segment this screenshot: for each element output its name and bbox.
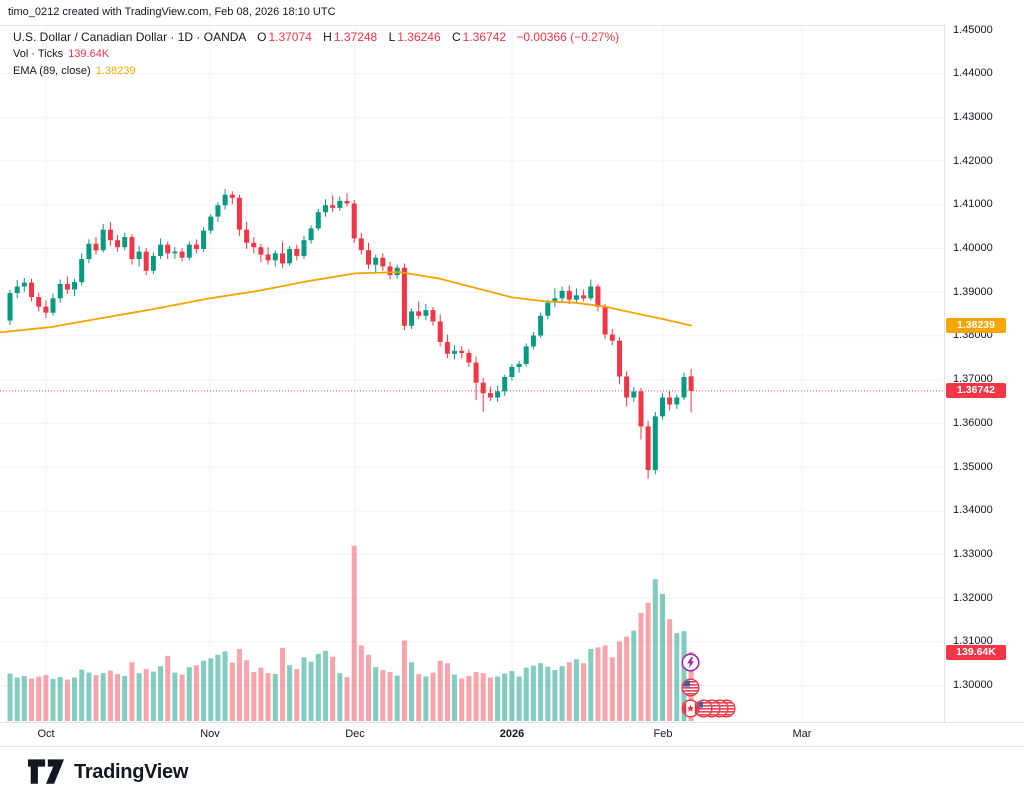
price-tick: 1.41000 <box>953 198 993 211</box>
time-axis-label: Feb <box>653 728 673 740</box>
price-tick: 1.33000 <box>953 547 993 560</box>
close-value: 1.36742 <box>462 30 507 44</box>
price-tick: 1.43000 <box>953 110 993 123</box>
low-label: L <box>388 30 396 44</box>
ema-price-label: 1.38239 <box>946 317 1006 333</box>
change-value: −0.00366 (−0.27%) <box>516 30 620 44</box>
attribution-text: timo_0212 created with TradingView.com, … <box>8 6 336 18</box>
tradingview-logo[interactable]: TradingView <box>28 758 188 786</box>
event-icon-flag-ca[interactable] <box>680 698 700 718</box>
price-tick: 1.31000 <box>953 635 993 648</box>
price-tick: 1.34000 <box>953 504 993 517</box>
event-icon-flag-us[interactable] <box>693 698 713 718</box>
price-tick: 1.37000 <box>953 373 993 386</box>
legend-volume-row[interactable]: Vol · Ticks 139.64K <box>13 49 619 60</box>
high-value: 1.37248 <box>333 30 378 44</box>
time-axis-label: Nov <box>200 728 220 740</box>
price-tick: 1.45000 <box>953 23 993 36</box>
price-tick: 1.42000 <box>953 154 993 167</box>
price-tick: 1.36000 <box>953 416 993 429</box>
price-tick: 1.32000 <box>953 591 993 604</box>
volume-value: 139.64K <box>68 48 110 60</box>
symbol-title: U.S. Dollar / Canadian Dollar · 1D · OAN… <box>13 30 246 44</box>
low-value: 1.36246 <box>397 30 441 44</box>
event-icon-lightning[interactable] <box>680 652 700 672</box>
footer: TradingView <box>0 746 1024 796</box>
chart-pane[interactable]: U.S. Dollar / Canadian Dollar · 1D · OAN… <box>0 0 944 722</box>
time-axis-label: Mar <box>792 728 812 740</box>
last-price-label: 1.36742 <box>946 383 1006 399</box>
price-axis[interactable]: 1.30000 1.31000 1.32000 1.33000 1.34000 1.350… <box>944 23 1024 722</box>
time-axis-label: Oct <box>37 728 55 740</box>
chart-canvas[interactable] <box>0 0 944 722</box>
legend-symbol-row[interactable]: U.S. Dollar / Canadian Dollar · 1D · OAN… <box>13 31 619 43</box>
tradingview-logo-text: TradingView <box>74 760 189 783</box>
price-tick: 1.30000 <box>953 679 993 691</box>
legend: U.S. Dollar / Canadian Dollar · 1D · OAN… <box>13 31 619 83</box>
open-value: 1.37074 <box>268 30 312 44</box>
price-tick: 1.40000 <box>953 242 993 254</box>
event-icon-flag-us[interactable] <box>680 677 700 697</box>
ema-label: EMA (89, close) <box>13 65 91 77</box>
volume-label: Vol · Ticks <box>13 48 64 60</box>
tradingview-logo-mark <box>28 759 64 784</box>
legend-ema-row[interactable]: EMA (89, close) 1.38239 <box>13 66 619 77</box>
price-tick: 1.35000 <box>953 460 993 473</box>
close-label: C <box>452 30 461 44</box>
volume-value-label: 139.64K <box>946 644 1006 660</box>
ema-value: 1.38239 <box>95 65 136 77</box>
time-axis[interactable]: Oct Nov Dec 2026 Feb Mar <box>0 722 1024 746</box>
high-label: H <box>323 30 332 44</box>
time-axis-label: Dec <box>345 728 365 740</box>
time-axis-label: 2026 <box>499 728 525 740</box>
pane-divider <box>0 25 1024 26</box>
price-tick: 1.39000 <box>953 285 993 298</box>
open-label: O <box>257 30 267 44</box>
price-tick: 1.44000 <box>953 67 993 80</box>
